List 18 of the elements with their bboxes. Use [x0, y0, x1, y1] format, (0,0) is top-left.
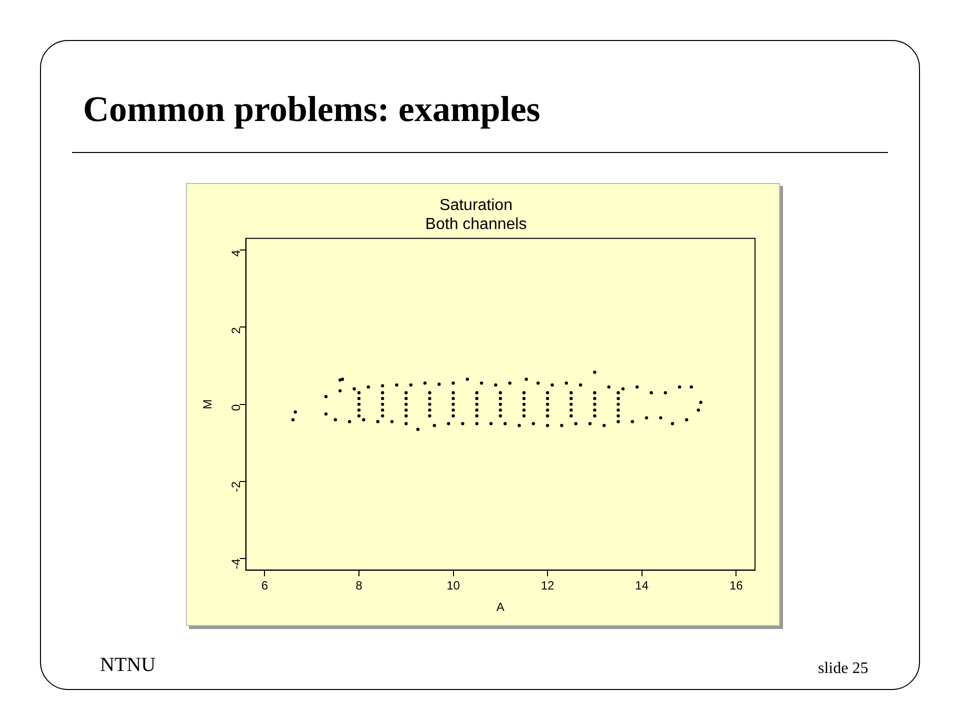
- x-tick-label: 12: [540, 578, 555, 593]
- x-tick-label: 6: [261, 578, 268, 593]
- y-axis-title: M: [200, 399, 215, 410]
- text: slide 25: [818, 660, 868, 678]
- x-tick-label: 16: [729, 578, 744, 593]
- x-tick-label: 10: [446, 578, 460, 593]
- x-tick-label: 14: [635, 578, 649, 593]
- y-tick-label: 4: [229, 250, 244, 257]
- chart-subtitle: Both channels: [425, 216, 527, 234]
- y-tick-label: 2: [229, 326, 244, 334]
- text: Common problems: examples: [83, 88, 540, 130]
- y-tick-label: 0: [229, 404, 244, 411]
- chart-title: Saturation: [440, 197, 512, 214]
- y-tick-label: -4: [229, 558, 244, 570]
- text: NTNU: [100, 654, 156, 677]
- x-tick-label: 8: [356, 578, 363, 593]
- x-axis-title: A: [496, 600, 504, 614]
- y-tick-label: -2: [229, 481, 244, 492]
